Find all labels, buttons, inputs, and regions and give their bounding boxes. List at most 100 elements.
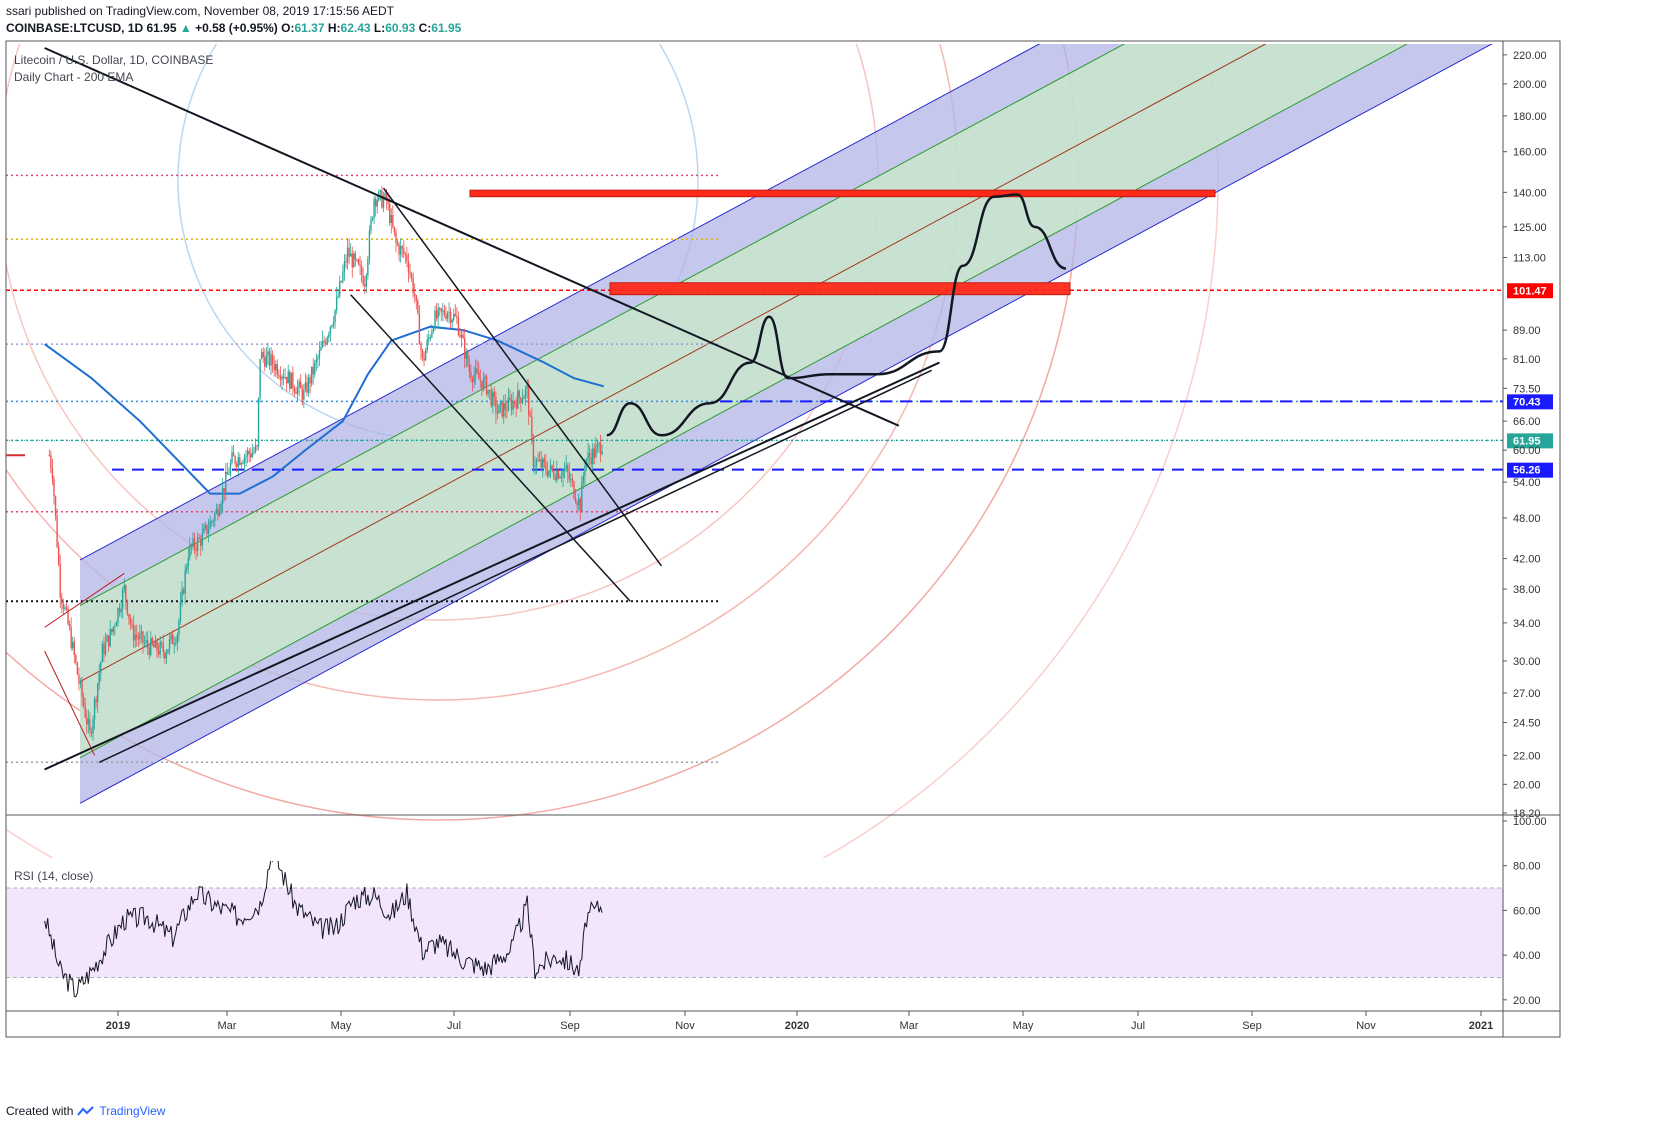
candle-body [192, 538, 194, 547]
candle-body [443, 310, 446, 316]
candle-body [259, 359, 261, 398]
candle-body [559, 476, 561, 479]
candle-body [306, 382, 308, 393]
candle-body [440, 308, 442, 312]
candle-body [385, 193, 388, 201]
rsi-tick-label: 80.00 [1513, 861, 1541, 873]
candle-body [111, 629, 113, 633]
candle-body [577, 498, 580, 506]
time-tick-label: Jul [1131, 1020, 1145, 1032]
candle-body [599, 443, 602, 455]
candle-body [582, 475, 585, 483]
candle-body [164, 652, 166, 659]
descending-trendline-lower [350, 294, 631, 602]
resistance-zone-upper [469, 189, 1216, 198]
candle-body [196, 537, 199, 551]
candle-body [67, 608, 69, 624]
candle-body [509, 397, 511, 400]
candle-body [220, 503, 222, 511]
channel-lower-line [79, 44, 1493, 804]
candle-body [103, 643, 105, 655]
candle-body [187, 557, 189, 568]
candle-body [90, 730, 93, 734]
rsi-pane[interactable] [6, 851, 1503, 998]
candle-body [562, 470, 564, 477]
candle-body [242, 463, 244, 465]
candle-body [84, 705, 86, 718]
candle-body [315, 359, 318, 363]
candle-body [460, 334, 463, 338]
candle-body [513, 401, 516, 404]
candle-body [495, 397, 497, 413]
candle-body [507, 397, 510, 411]
main-price-pane[interactable] [0, 0, 1503, 960]
price-tick-label: 180.00 [1513, 111, 1547, 123]
candle-body [456, 315, 458, 318]
candle-body [353, 253, 355, 268]
candle-body [421, 349, 424, 358]
candle-body [442, 310, 444, 312]
candle-body [324, 342, 327, 344]
candle-body [593, 448, 596, 458]
rsi-band [6, 888, 1503, 978]
rsi-pane-title: RSI (14, close) [14, 869, 94, 883]
candle-body [214, 513, 216, 521]
candle-body [585, 459, 588, 467]
candle-body [179, 601, 182, 621]
candle-body [161, 642, 163, 645]
candle-body [549, 465, 552, 471]
candle-body [314, 362, 316, 375]
candle-body [184, 570, 186, 594]
candle-body [345, 261, 347, 263]
footer-attribution[interactable]: Created with TradingView [6, 1104, 165, 1118]
candle-body [173, 643, 175, 645]
tradingview-brand-link[interactable]: TradingView [99, 1104, 166, 1118]
last-price: 61.95 [146, 21, 177, 35]
candle-body [150, 638, 152, 655]
candle-body [365, 275, 368, 287]
candle-body [384, 193, 386, 199]
candle-body [268, 351, 271, 366]
price-label-56.26: 56.26 [1513, 465, 1541, 477]
candle-body [531, 416, 533, 437]
candle-body [573, 481, 575, 499]
price-tick-label: 220.00 [1513, 50, 1547, 62]
candle-body [471, 378, 474, 383]
candle-body [270, 354, 272, 366]
price-axis: 220.00 200.00 180.00 160.00 140.00 125.00 113.… [106, 50, 1553, 1032]
candle-body [287, 371, 289, 384]
candle-body [449, 311, 452, 323]
candle-body [218, 510, 221, 516]
candle-body [538, 459, 541, 461]
candle-body [234, 456, 236, 464]
candle-body [474, 368, 477, 376]
price-tick-label: 30.00 [1513, 656, 1541, 668]
candle-body [96, 683, 99, 703]
candle-body [101, 643, 104, 663]
ascending-support-line-2 [98, 369, 932, 763]
candle-body [328, 334, 330, 338]
candle-body [579, 498, 581, 513]
descending-trendline-main [44, 47, 900, 427]
candle-body [131, 624, 133, 626]
candle-body [360, 266, 363, 276]
candle-body [156, 640, 158, 651]
candle-body [576, 502, 578, 506]
candle-body [301, 388, 303, 400]
candle-body [490, 390, 492, 406]
rsi-line [44, 861, 603, 998]
candle-body [337, 295, 339, 297]
candle-body [146, 640, 149, 648]
candle-body [190, 544, 193, 547]
candle-body [329, 326, 332, 335]
candle-body [454, 313, 457, 316]
candle-body [95, 699, 97, 703]
candle-body [232, 452, 235, 457]
candle-body [281, 376, 283, 380]
candle-body [373, 198, 375, 218]
candle-body [239, 457, 241, 465]
price-tick-label: 27.00 [1513, 688, 1541, 700]
price-tick-label: 89.00 [1513, 325, 1541, 337]
candle-body [588, 452, 591, 457]
